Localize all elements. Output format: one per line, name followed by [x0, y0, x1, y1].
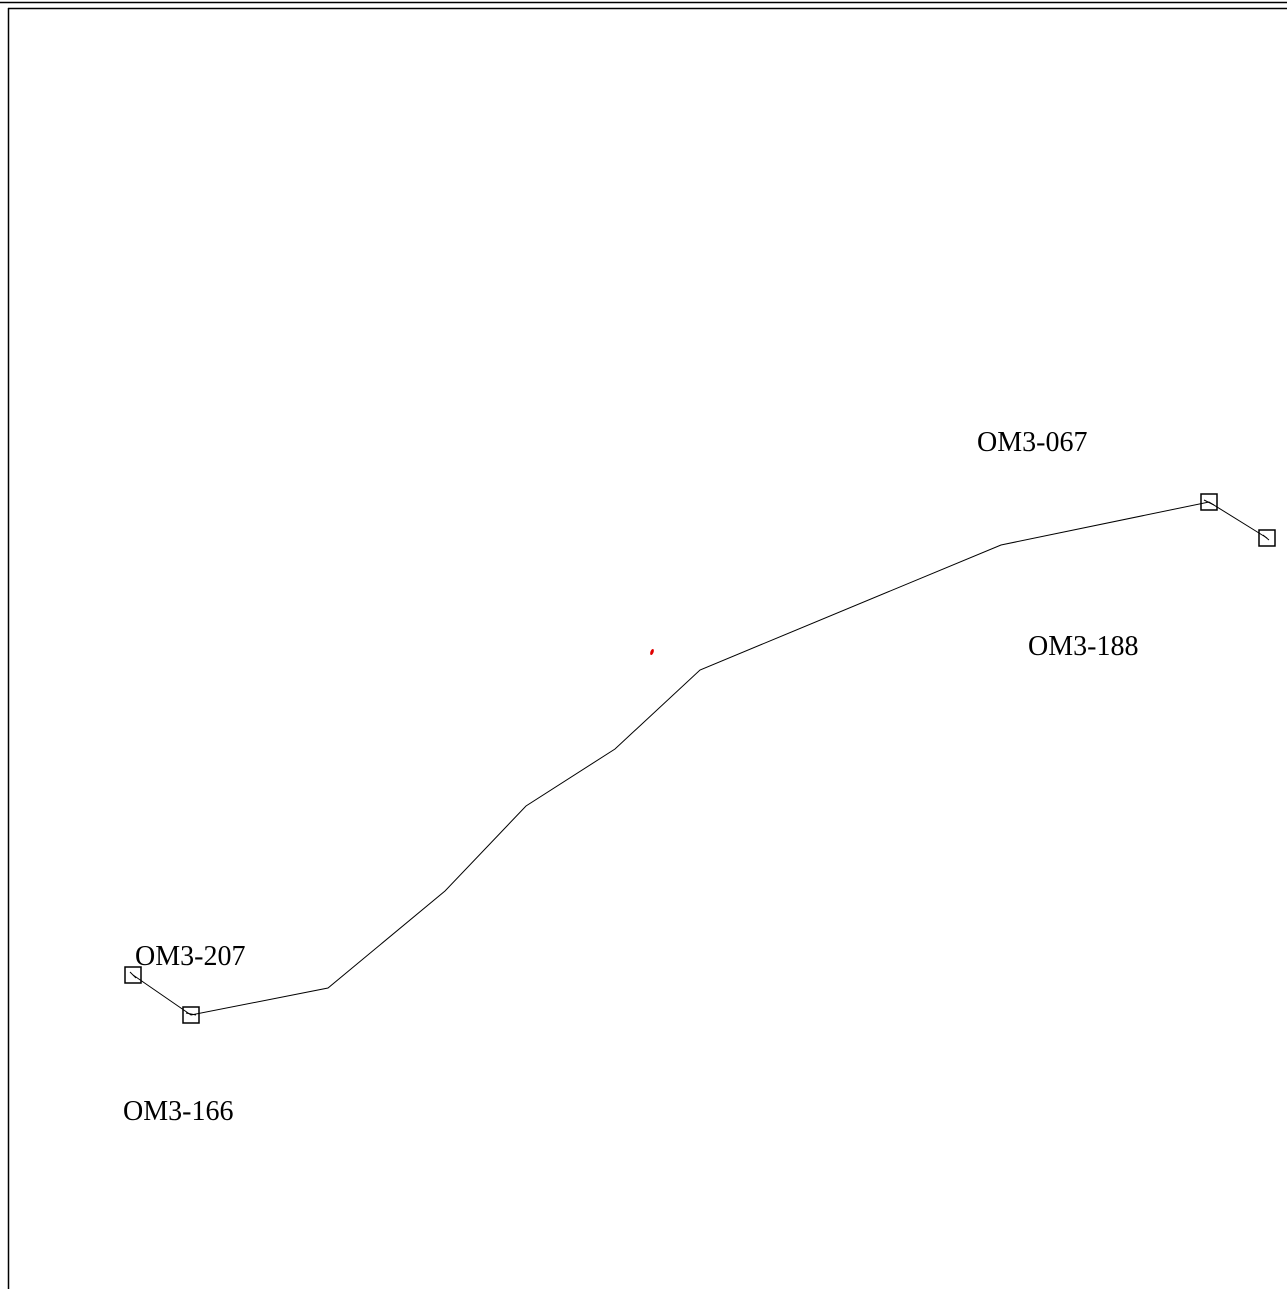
traverse-line [132, 501, 1268, 1016]
station-marker-om3-188 [1258, 529, 1276, 547]
label-om3-166: OM3-166 [123, 1096, 233, 1127]
label-om3-207: OM3-207 [135, 941, 245, 972]
label-om3-188: OM3-188 [1028, 631, 1138, 662]
station-marker-om3-067 [1200, 493, 1218, 511]
station-marker-om3-207 [124, 966, 142, 984]
red-point-marker [650, 648, 654, 656]
label-om3-067: OM3-067 [977, 427, 1087, 458]
station-marker-om3-166 [182, 1006, 200, 1024]
